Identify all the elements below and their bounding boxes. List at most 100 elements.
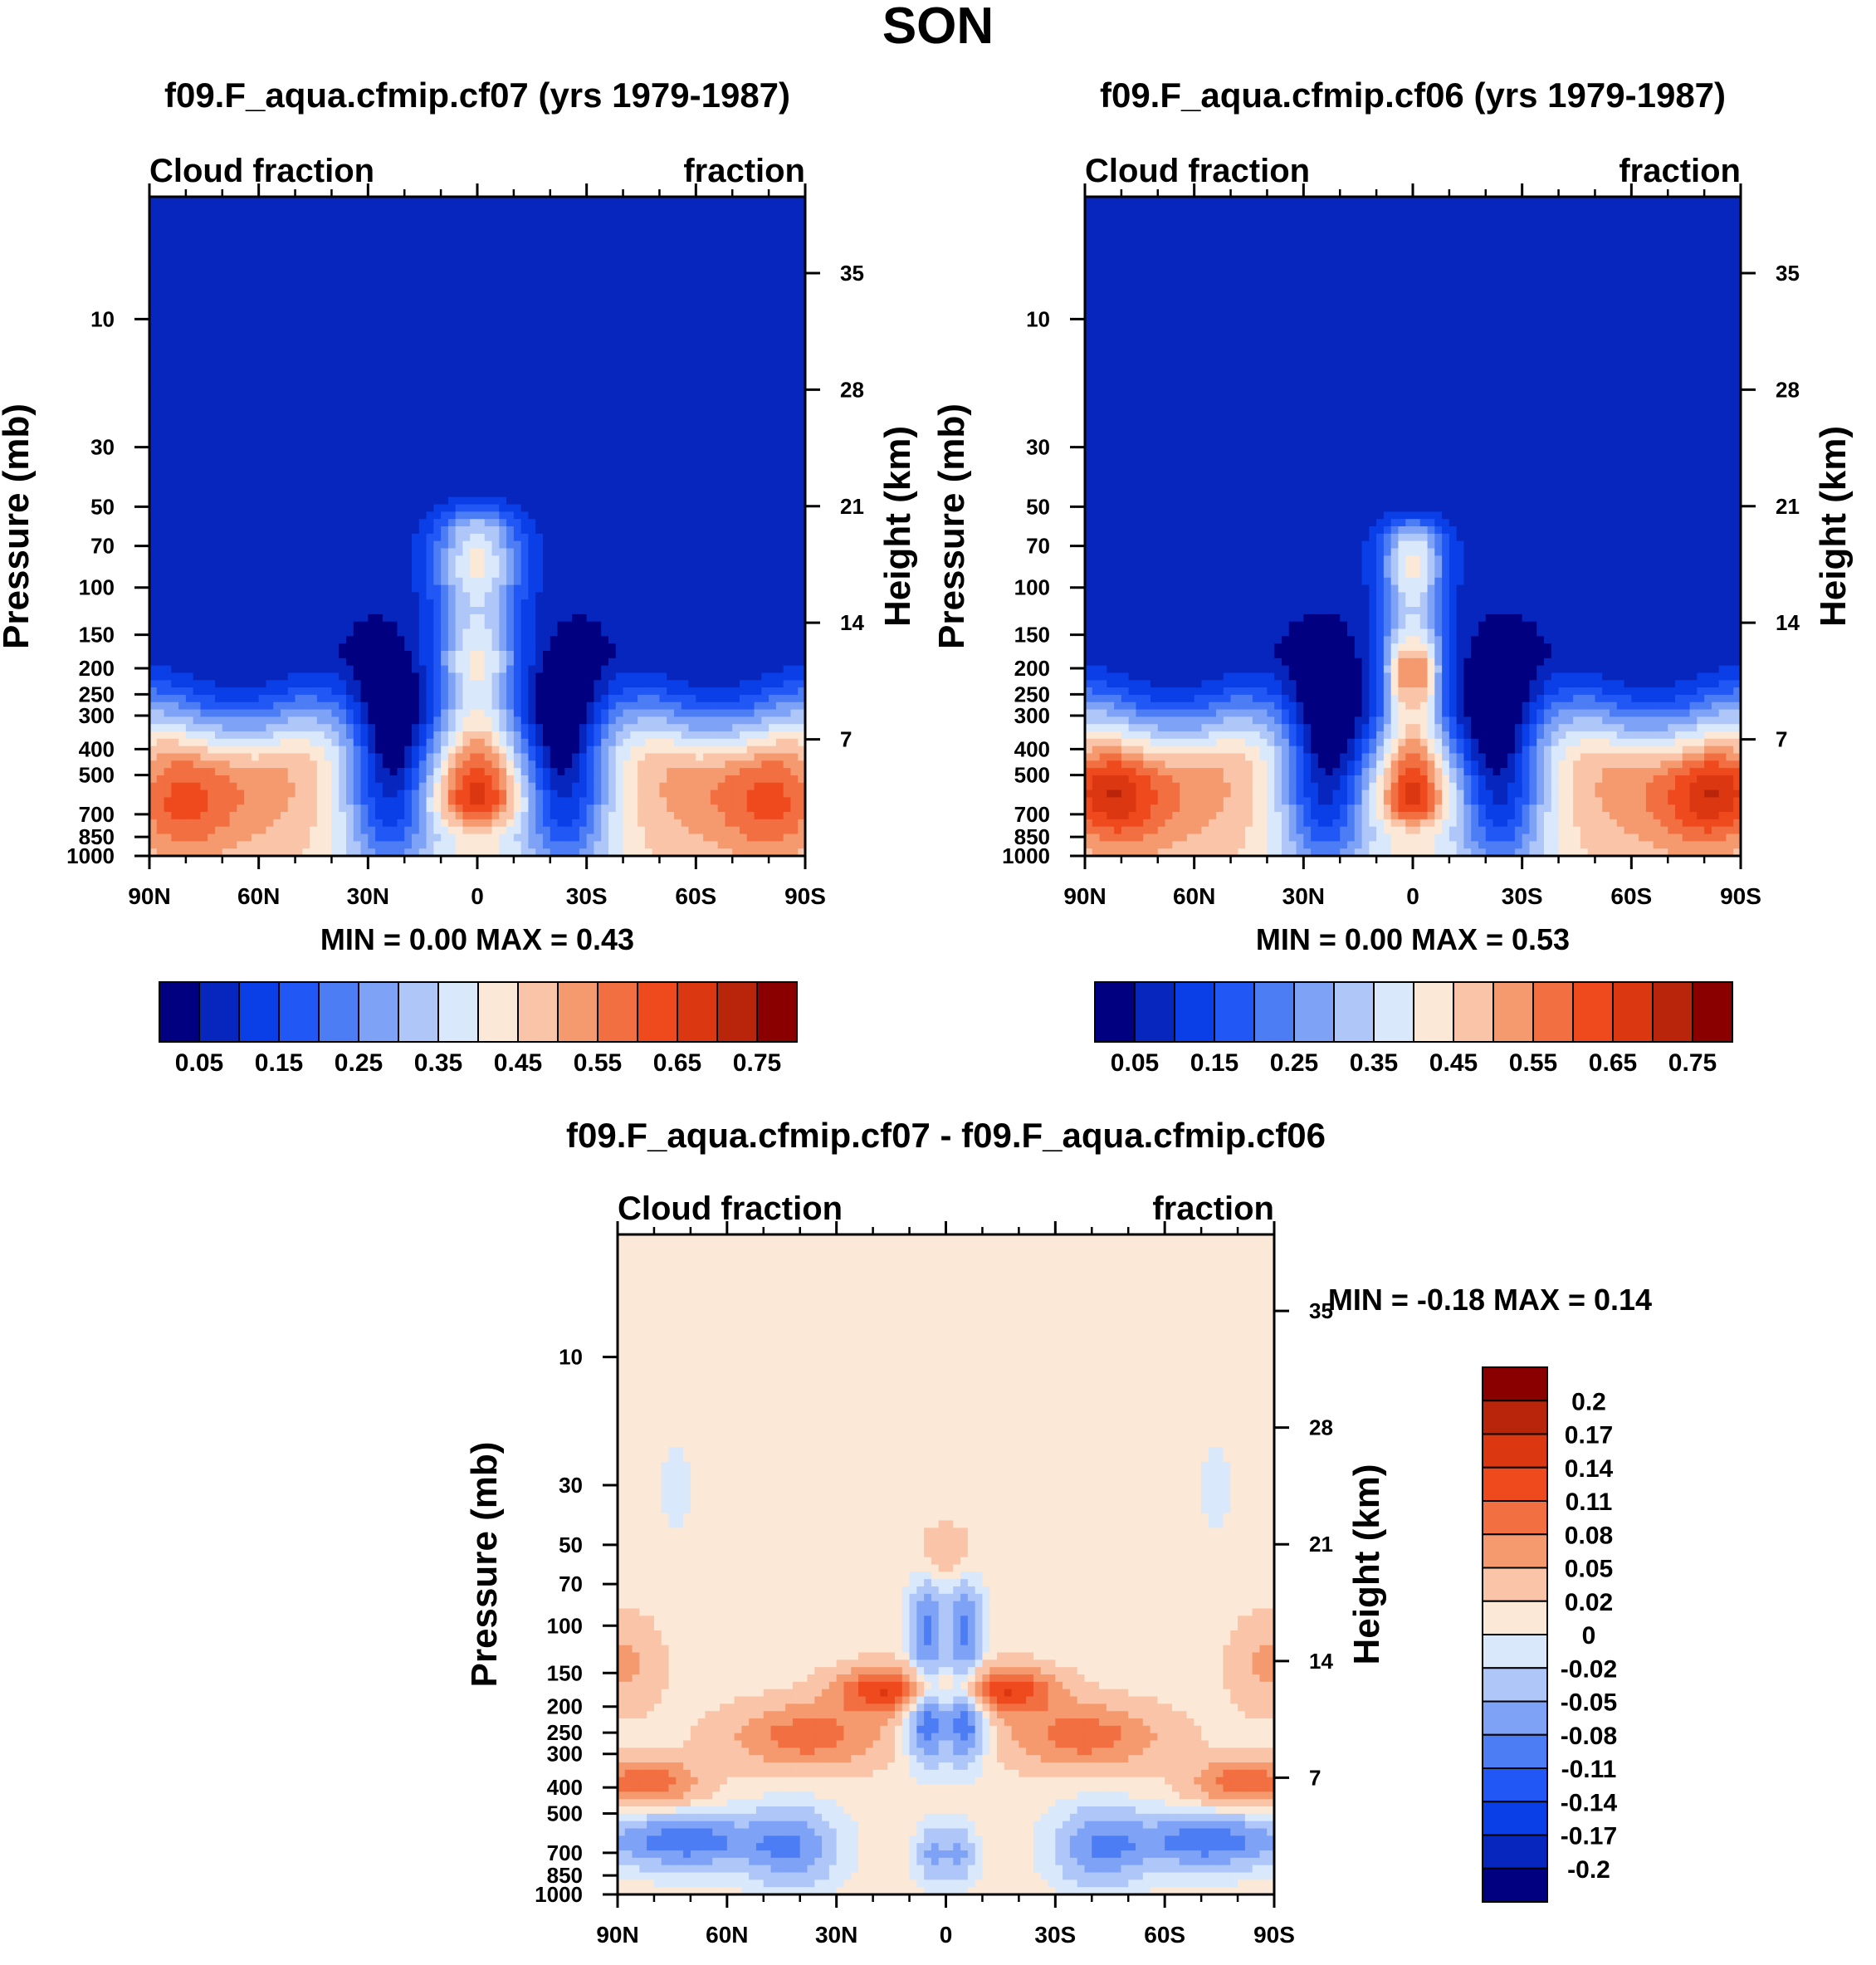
contour-cell xyxy=(317,475,325,482)
contour-cell xyxy=(281,461,288,468)
contour-cell xyxy=(164,775,172,783)
contour-cell xyxy=(193,614,201,622)
contour-cell xyxy=(296,204,303,212)
contour-cell xyxy=(208,475,215,482)
contour-cell xyxy=(331,790,339,798)
contour-cell xyxy=(281,541,288,549)
contour-cell xyxy=(178,702,186,710)
contour-cell xyxy=(208,629,215,637)
contour-cell xyxy=(157,585,164,593)
contour-cell xyxy=(193,702,201,710)
contour-cell xyxy=(208,336,215,344)
contour-cell xyxy=(230,380,237,388)
contour-cell xyxy=(266,461,273,468)
contour-cell xyxy=(222,482,230,490)
contour-cell xyxy=(171,731,178,739)
contour-cell xyxy=(164,614,172,622)
contour-cell xyxy=(193,643,201,651)
contour-cell xyxy=(193,592,201,599)
contour-cell xyxy=(310,329,317,336)
contour-cell xyxy=(230,438,237,446)
contour-cell xyxy=(331,592,339,599)
contour-cell xyxy=(317,629,325,637)
contour-cell xyxy=(208,672,215,680)
contour-cell xyxy=(186,592,193,599)
contour-cell xyxy=(164,218,172,226)
contour-cell xyxy=(237,563,244,570)
contour-cell xyxy=(164,563,172,570)
contour-cell xyxy=(164,365,172,373)
contour-cell xyxy=(157,248,164,256)
contour-cell xyxy=(281,394,288,402)
contour-cell xyxy=(171,585,178,593)
contour-cell xyxy=(252,614,259,622)
contour-cell xyxy=(186,672,193,680)
contour-cell xyxy=(252,285,259,292)
contour-cell xyxy=(331,373,339,380)
contour-cell xyxy=(273,753,281,760)
contour-cell xyxy=(288,505,296,512)
contour-cell xyxy=(288,563,296,570)
contour-cell xyxy=(296,431,303,438)
contour-cell xyxy=(178,614,186,622)
contour-cell xyxy=(325,365,332,373)
contour-cell xyxy=(266,218,273,226)
contour-cell xyxy=(310,212,317,219)
contour-cell xyxy=(252,336,259,344)
contour-cell xyxy=(193,438,201,446)
contour-cell xyxy=(237,710,244,717)
contour-cell xyxy=(288,819,296,827)
contour-cell xyxy=(157,409,164,417)
contour-cell xyxy=(259,702,266,710)
contour-cell xyxy=(157,746,164,754)
contour-cell xyxy=(222,753,230,760)
contour-cell xyxy=(273,768,281,775)
contour-cell xyxy=(200,592,208,599)
contour-cell xyxy=(215,505,222,512)
contour-cell xyxy=(171,321,178,329)
contour-cell xyxy=(325,731,332,739)
contour-cell xyxy=(244,731,252,739)
contour-cell xyxy=(171,256,178,263)
contour-cell xyxy=(208,218,215,226)
contour-cell xyxy=(186,746,193,754)
contour-cell xyxy=(266,329,273,336)
contour-cell xyxy=(157,438,164,446)
contour-cell xyxy=(310,768,317,775)
contour-cell xyxy=(244,790,252,798)
contour-cell xyxy=(178,402,186,409)
contour-cell xyxy=(230,592,237,599)
contour-cell xyxy=(288,431,296,438)
contour-cell xyxy=(310,358,317,365)
contour-cell xyxy=(237,578,244,585)
contour-cell xyxy=(186,475,193,482)
contour-cell xyxy=(200,804,208,812)
contour-cell xyxy=(215,695,222,702)
contour-cell xyxy=(296,285,303,292)
contour-cell xyxy=(273,760,281,768)
contour-cell xyxy=(310,285,317,292)
contour-cell xyxy=(331,226,339,233)
contour-cell xyxy=(317,256,325,263)
contour-cell xyxy=(281,797,288,804)
contour-cell xyxy=(273,702,281,710)
contour-cell xyxy=(302,350,310,358)
contour-cell xyxy=(339,277,346,285)
contour-cell xyxy=(186,365,193,373)
contour-cell xyxy=(171,636,178,643)
contour-cell xyxy=(331,218,339,226)
contour-cell xyxy=(215,812,222,819)
contour-cell xyxy=(237,285,244,292)
contour-cell xyxy=(266,724,273,731)
contour-cell xyxy=(288,614,296,622)
contour-cell xyxy=(259,672,266,680)
contour-cell xyxy=(186,541,193,549)
contour-cell xyxy=(331,716,339,724)
contour-cell xyxy=(273,270,281,277)
contour-cell xyxy=(208,438,215,446)
contour-cell xyxy=(222,534,230,541)
contour-cell xyxy=(296,739,303,746)
contour-cell xyxy=(157,461,164,468)
contour-cell xyxy=(331,672,339,680)
contour-cell xyxy=(157,716,164,724)
